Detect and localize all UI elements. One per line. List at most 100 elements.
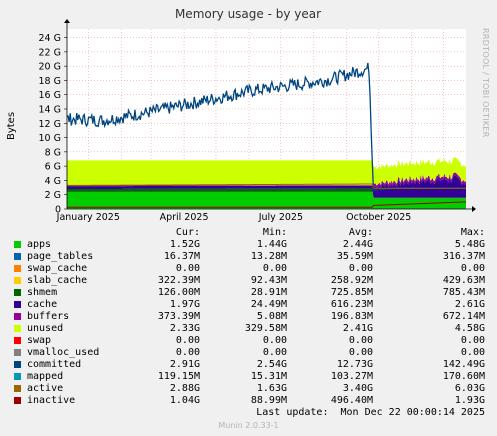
legend-swatch (14, 313, 21, 320)
legend-name: vmalloc_used (27, 347, 100, 358)
legend-name: swap (27, 335, 52, 346)
legend-max: 1.93G (454, 395, 485, 406)
legend-max: 4.58G (454, 323, 485, 334)
y-tick-label: 18 G (39, 76, 61, 87)
legend-cur: 0.00 (175, 335, 200, 346)
legend-row-swap: swap 0.00 0.00 0.00 0.00 (0, 335, 497, 347)
area-apps (67, 191, 466, 209)
line-series (66, 62, 467, 208)
legend-max: 0.00 (460, 335, 485, 346)
header-avg: Avg: (348, 227, 373, 238)
legend-swatch (14, 361, 21, 368)
legend-avg: 725.85M (330, 287, 373, 298)
header-max: Max: (460, 227, 485, 238)
legend-min: 329.58M (244, 323, 287, 334)
legend-min: 1.44G (256, 239, 287, 250)
legend-row-buffers: buffers 373.39M 5.08M 196.83M 672.14M (0, 311, 497, 323)
legend-avg: 196.83M (330, 311, 373, 322)
legend-cur: 119.15M (157, 371, 200, 382)
legend-cur: 1.97G (169, 299, 200, 310)
legend-max: 5.48G (454, 239, 485, 250)
legend-row-vmalloc-used: vmalloc_used 0.00 0.00 0.00 0.00 (0, 347, 497, 359)
legend-row-apps: apps 1.52G 1.44G 2.44G 5.48G (0, 239, 497, 251)
area-buffers (67, 172, 466, 189)
legend-max: 0.00 (460, 347, 485, 358)
legend-max: 672.14M (442, 311, 485, 322)
legend-avg: 2.44G (342, 239, 373, 250)
legend-row-unused: unused 2.33G 329.58M 2.41G 4.58G (0, 323, 497, 335)
legend-cur: 16.37M (163, 251, 200, 262)
legend-min: 28.91M (250, 287, 287, 298)
x-tick-label: April 2025 (160, 212, 209, 223)
y-tick-label: 22 G (39, 47, 61, 58)
legend-min: 1.63G (256, 383, 287, 394)
legend-avg: 2.41G (342, 323, 373, 334)
legend-cur: 2.91G (169, 359, 200, 370)
legend-row-active: active 2.88G 1.63G 3.40G 6.03G (0, 383, 497, 395)
legend-min: 24.49M (250, 299, 287, 310)
line-active (66, 183, 466, 189)
legend-min: 0.00 (262, 347, 287, 358)
legend-name: active (27, 383, 64, 394)
legend-swatch (14, 337, 21, 344)
y-tick-label: 2 G (45, 190, 61, 201)
x-axis-arrow (472, 206, 476, 212)
y-tick-label: 6 G (45, 162, 61, 173)
y-tick-label: 8 G (45, 147, 61, 158)
legend-min: 2.54G (256, 359, 287, 370)
legend-avg: 0.00 (348, 263, 373, 274)
legend-avg: 0.00 (348, 335, 373, 346)
legend-name: swap_cache (27, 263, 88, 274)
axes: 0 2 G 4 G 6 G 8 G 10 G 12 G 14 G 16 G 18 G 20 G 22 … (39, 19, 476, 223)
legend-max: 6.03G (454, 383, 485, 394)
legend-avg: 3.40G (342, 383, 373, 394)
legend-avg: 0.00 (348, 347, 373, 358)
legend-name: cache (27, 299, 58, 310)
area-cache (67, 175, 466, 198)
legend-max: 142.49G (442, 359, 485, 370)
legend-cur: 373.39M (157, 311, 200, 322)
legend-max: 785.43M (442, 287, 485, 298)
legend-name: inactive (27, 395, 76, 406)
legend-max: 2.61G (454, 299, 485, 310)
legend-swatch (14, 301, 21, 308)
legend-avg: 12.73G (336, 359, 373, 370)
legend-row-committed: committed 2.91G 2.54G 12.73G 142.49G (0, 359, 497, 371)
legend-avg: 258.92M (330, 275, 373, 286)
header-min: Min: (262, 227, 287, 238)
legend-min: 5.08M (256, 311, 287, 322)
legend-swatch (14, 397, 21, 404)
legend-swatch (14, 385, 21, 392)
legend-min: 13.28M (250, 251, 287, 262)
legend-row-inactive: inactive 1.04G 88.99M 496.40M 1.93G (0, 395, 497, 407)
legend-row-cache: cache 1.97G 24.49M 616.23M 2.61G (0, 299, 497, 311)
legend-cur: 2.88G (169, 383, 200, 394)
line-inactive (67, 201, 467, 208)
x-tick-label: October 2025 (346, 212, 411, 223)
munin-version: Munin 2.0.33-1 (218, 421, 279, 430)
x-tick-label: July 2025 (258, 212, 303, 223)
legend-swatch (14, 373, 21, 380)
legend-name: apps (27, 239, 52, 250)
legend-swatch (14, 241, 21, 248)
legend-name: unused (27, 323, 64, 334)
legend-name: buffers (27, 311, 70, 322)
legend-min: 15.31M (250, 371, 287, 382)
legend-name: mapped (27, 371, 64, 382)
legend-row-slab-cache: slab_cache 322.39M 92.43M 258.92M 429.63M (0, 275, 497, 287)
legend-row-page-tables: page_tables 16.37M 13.28M 35.59M 316.37M (0, 251, 497, 263)
legend-swatch (14, 253, 21, 260)
legend-name: page_tables (27, 251, 94, 262)
legend-swatch (14, 289, 21, 296)
legend-swatch (14, 265, 21, 272)
y-tick-label: 14 G (39, 105, 61, 116)
chart-title: Memory usage - by year (175, 7, 321, 21)
legend-row-mapped: mapped 119.15M 15.31M 103.27M 170.60M (0, 371, 497, 383)
legend-min: 0.00 (262, 335, 287, 346)
legend-avg: 496.40M (330, 395, 373, 406)
y-tick-label: 12 G (39, 119, 61, 130)
y-tick-label: 24 G (39, 33, 61, 44)
legend-max: 316.37M (442, 251, 485, 262)
legend-header: Cur: Min: Avg: Max: (0, 227, 497, 239)
